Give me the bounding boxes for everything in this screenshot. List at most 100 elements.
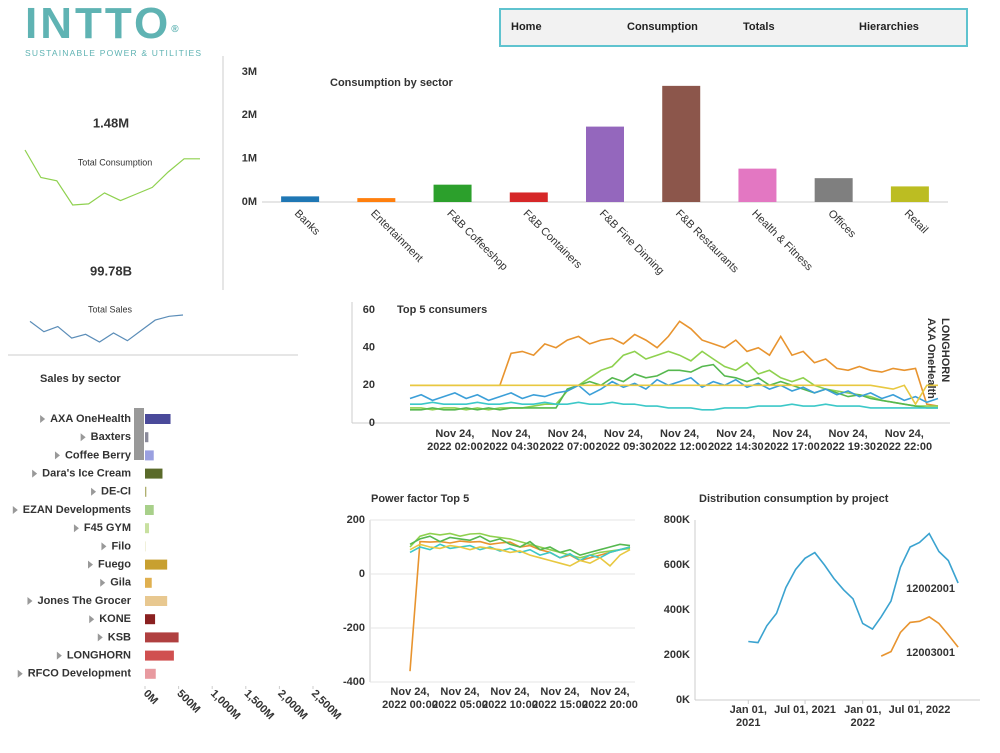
nav-item[interactable]: Home bbox=[511, 21, 542, 33]
x-tick-label: 1,500M bbox=[242, 688, 276, 722]
bar bbox=[433, 184, 472, 202]
nav-item[interactable]: Totals bbox=[743, 21, 775, 33]
bar bbox=[814, 178, 853, 202]
scrollbar[interactable] bbox=[134, 408, 144, 460]
logo: INTTO® SUSTAINABLE POWER & UTILITIES bbox=[25, 2, 203, 59]
kpi-value: 99.78B bbox=[90, 263, 132, 278]
legend-label: AXA OneHealth bbox=[925, 318, 937, 399]
series-line bbox=[409, 535, 631, 556]
x-tick-label: Nov 24, 2022 19:30 bbox=[820, 428, 876, 453]
y-tick-label: Fuego bbox=[98, 559, 131, 571]
expand-icon bbox=[12, 506, 18, 514]
series-label: 12003001 bbox=[906, 647, 955, 659]
logo-tagline: SUSTAINABLE POWER & UTILITIES bbox=[25, 48, 203, 58]
x-tick-label: Nov 24, 2022 09:30 bbox=[595, 428, 652, 453]
x-tick-label: 0M bbox=[141, 688, 160, 707]
chart-title: Power factor Top 5 bbox=[371, 493, 469, 505]
y-tick-label: 200 bbox=[347, 514, 365, 526]
series-line bbox=[409, 540, 631, 672]
expand-icon bbox=[54, 451, 60, 460]
bar bbox=[738, 168, 777, 202]
series-line bbox=[410, 320, 939, 407]
series-line bbox=[410, 401, 938, 411]
bar bbox=[145, 523, 150, 534]
y-tick-label: 0K bbox=[676, 694, 690, 706]
y-tick-label: 3M bbox=[242, 66, 257, 78]
x-tick-label: Nov 24, 2022 15:00 bbox=[532, 686, 588, 711]
logo-name: INTTO® bbox=[25, 2, 202, 46]
x-tick-label: F&B Fine Dinning bbox=[597, 208, 666, 277]
x-tick-label: Retail bbox=[902, 208, 930, 236]
bar bbox=[145, 614, 156, 625]
x-tick-label: Nov 24, 2022 00:00 bbox=[382, 686, 438, 711]
x-tick-label: Banks bbox=[292, 208, 322, 238]
expand-icon bbox=[91, 487, 97, 496]
expand-icon bbox=[32, 469, 38, 478]
x-tick-label: Nov 24, 2022 10:00 bbox=[482, 686, 538, 711]
y-tick-label: Baxters bbox=[91, 431, 131, 443]
series-line bbox=[409, 532, 631, 559]
bar bbox=[145, 541, 146, 552]
x-tick-label: Jul 01, 2021 bbox=[774, 704, 836, 716]
x-tick-label: Jan 01, 2021 bbox=[729, 704, 767, 729]
y-tick-label: DE-CI bbox=[101, 486, 131, 498]
x-tick-label: Jan 01, 2022 bbox=[844, 704, 882, 729]
expand-icon bbox=[89, 615, 95, 624]
x-tick-label: Health & Fitness bbox=[749, 208, 815, 274]
y-tick-label: 60 bbox=[363, 304, 375, 316]
expand-icon bbox=[88, 560, 93, 569]
y-tick-label: F45 GYM bbox=[84, 522, 131, 534]
expand-icon bbox=[101, 542, 107, 551]
nav-item[interactable]: Hierarchies bbox=[859, 21, 919, 33]
expand-icon bbox=[27, 597, 33, 605]
legend-label: LONGHORN bbox=[939, 318, 951, 382]
series-line bbox=[410, 384, 938, 406]
y-tick-label: 800K bbox=[664, 514, 690, 526]
x-tick-label: Nov 24, 2022 12:00 bbox=[651, 428, 708, 453]
x-tick-label: 2,500M bbox=[309, 688, 343, 722]
logo-mark: ® bbox=[171, 24, 182, 35]
sparkline bbox=[24, 149, 200, 206]
x-tick-label: Offices bbox=[825, 208, 858, 241]
y-tick-label: 0M bbox=[242, 196, 257, 208]
y-tick-label: Coffee Berry bbox=[65, 449, 132, 461]
bar bbox=[662, 85, 701, 202]
series-label: 12002001 bbox=[906, 583, 955, 595]
y-tick-label: 0 bbox=[359, 568, 365, 580]
x-tick-label: F&B Containers bbox=[521, 208, 585, 272]
y-tick-label: Jones The Grocer bbox=[37, 595, 131, 607]
x-tick-label: Nov 24, 2022 05:00 bbox=[432, 686, 488, 711]
y-tick-label: 1M bbox=[242, 153, 257, 165]
bar bbox=[145, 559, 168, 570]
x-tick-label: Nov 24, 2022 20:00 bbox=[582, 686, 638, 711]
bar bbox=[281, 196, 320, 202]
chart-title: Consumption by sector bbox=[330, 77, 454, 89]
y-tick-label: KONE bbox=[99, 613, 131, 625]
expand-icon bbox=[40, 415, 46, 423]
bar bbox=[145, 632, 179, 643]
expand-icon bbox=[97, 633, 103, 642]
x-tick-label: 500M bbox=[174, 688, 202, 716]
bar bbox=[145, 650, 174, 661]
y-tick-label: -400 bbox=[343, 676, 365, 688]
nav-item[interactable]: Consumption bbox=[627, 21, 698, 33]
logo-text: INTTO bbox=[25, 0, 172, 48]
y-tick-label: 600K bbox=[664, 559, 690, 571]
x-tick-label: 1,000M bbox=[208, 688, 242, 722]
y-tick-label: 0 bbox=[369, 417, 375, 429]
sparkline bbox=[29, 314, 184, 343]
series-line bbox=[410, 363, 938, 411]
nav-bar: Home Consumption Totals Hierarchies bbox=[499, 8, 968, 47]
chart-title: Sales by sector bbox=[40, 373, 121, 385]
y-tick-label: EZAN Developments bbox=[23, 504, 131, 516]
x-tick-label: Nov 24, 2022 04:30 bbox=[483, 428, 539, 453]
expand-icon bbox=[56, 651, 62, 660]
bar bbox=[145, 577, 152, 588]
x-tick-label: Entertainment bbox=[368, 208, 425, 265]
y-tick-label: -200 bbox=[343, 622, 365, 634]
bar bbox=[145, 414, 171, 424]
y-tick-label: AXA OneHealth bbox=[50, 413, 131, 425]
expand-icon bbox=[80, 433, 86, 442]
